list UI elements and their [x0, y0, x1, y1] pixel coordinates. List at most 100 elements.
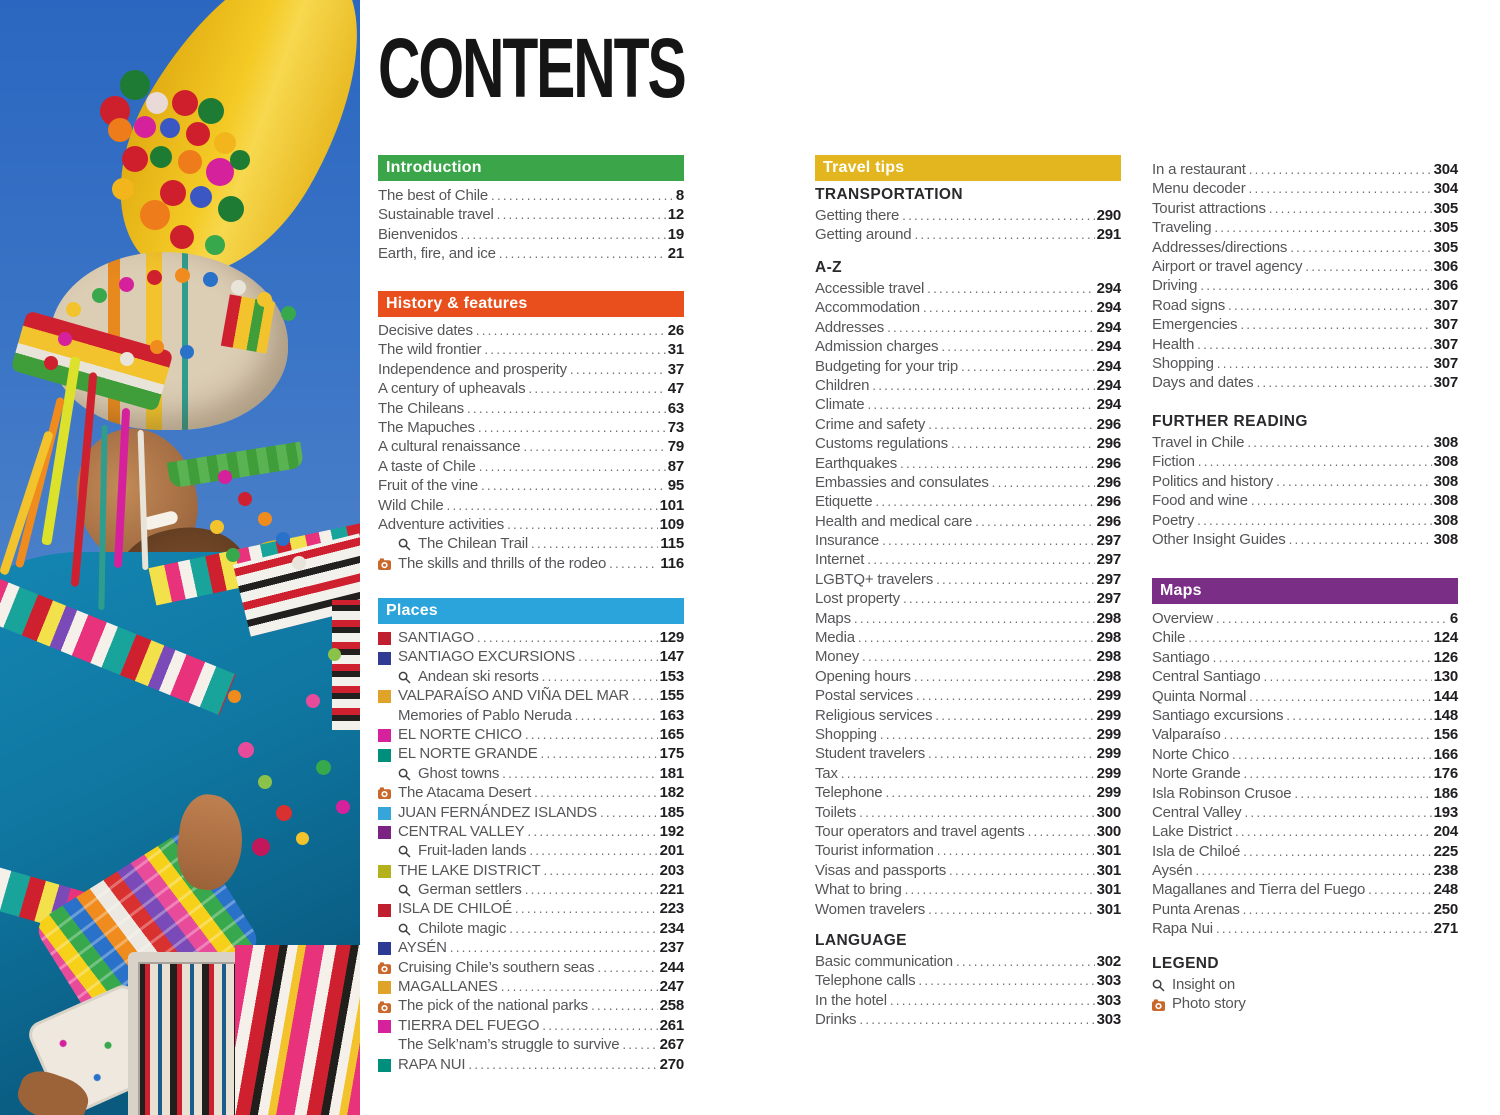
entry-label: Driving: [1152, 277, 1198, 295]
entry-label: The Atacama Desert: [398, 784, 532, 802]
toc-entry: Telephone calls 303: [815, 972, 1121, 991]
entry-label: Women travelers: [815, 900, 926, 918]
page-number: 302: [1096, 953, 1122, 970]
toc-entry: Telephone 299: [815, 784, 1121, 803]
toc-entry: Norte Chico 166: [1152, 746, 1458, 765]
page-number: 308: [1433, 530, 1459, 548]
entry-label: Postal services: [815, 687, 913, 705]
entry-label: Tourist attractions: [1152, 199, 1266, 217]
carnival-dancer-photo: [0, 0, 360, 1115]
toc-entry: Isla Robinson Crusoe 186: [1152, 785, 1458, 804]
toc-entry: Independence and prosperity 37: [378, 361, 684, 380]
entry-label: Road signs: [1152, 296, 1226, 314]
toc-entry: LGBTQ+ travelers 297: [815, 571, 1121, 590]
page-number: 294: [1096, 338, 1122, 356]
page-number: 163: [659, 706, 685, 724]
page-number: 296: [1096, 435, 1122, 453]
page-number: 153: [659, 667, 685, 685]
page-number: 250: [1433, 900, 1459, 918]
dot-leader: [528, 381, 665, 396]
toc-entry: Lake District 204: [1152, 823, 1458, 842]
entry-label: RAPA NUI: [398, 1055, 466, 1073]
page-number: 307: [1433, 354, 1459, 372]
entry-label: Quinta Normal: [1152, 687, 1247, 705]
language-entry-list: Basic communication 302 Telephone calls 303…: [815, 953, 1121, 1031]
toc-entry: Visas and passports 301: [815, 862, 1121, 881]
camera-icon: [378, 787, 391, 800]
entry-label: VALPARAÍSO AND VIÑA DEL MAR: [398, 687, 630, 705]
entry-label: The best of Chile: [378, 187, 488, 204]
dot-leader: [880, 727, 1095, 742]
toc-entry: Food and wine 308: [1152, 492, 1458, 511]
page-number: 12: [667, 206, 685, 224]
photo-bead-string: [336, 800, 350, 814]
toc-entry: The Chilean Trail 115: [378, 535, 684, 554]
chapter-color-swatch: [378, 942, 391, 956]
page-number: 247: [659, 978, 685, 996]
dot-leader: [1243, 902, 1432, 917]
toc-entry: Santiago excursions 148: [1152, 707, 1458, 726]
entry-label: Overview: [1152, 610, 1213, 627]
toc-entry: Punta Arenas 250: [1152, 901, 1458, 920]
toc-entry: A taste of Chile 87: [378, 458, 684, 477]
entry-label: Children: [815, 376, 870, 394]
page-number: 155: [659, 687, 685, 705]
toc-entry: EL NORTE CHICO 165: [378, 726, 684, 745]
entry-label: Emergencies: [1152, 316, 1238, 334]
page-number: 303: [1096, 1011, 1122, 1029]
dot-leader: [905, 882, 1095, 897]
page-number: 221: [659, 881, 685, 899]
dot-leader: [1195, 863, 1431, 878]
entry-label: German settlers: [418, 881, 522, 899]
entry-label: Climate: [815, 396, 865, 414]
dot-leader: [859, 1012, 1094, 1027]
photo-hanging-bead: [292, 556, 306, 570]
entry-label: Accommodation: [815, 299, 920, 317]
chapter-color-swatch: [378, 729, 391, 743]
dot-leader: [542, 1018, 657, 1033]
entry-label: Magallanes and Tierra del Fuego: [1152, 881, 1366, 899]
page-number: 300: [1096, 822, 1122, 840]
photo-garland-bead: [119, 277, 134, 292]
entry-label: Fiction: [1152, 453, 1195, 471]
dot-leader: [902, 208, 1094, 223]
entry-label: Basic communication: [815, 953, 953, 970]
chapter-color-swatch: [378, 981, 391, 995]
page-number: 298: [1096, 667, 1122, 685]
dot-leader: [875, 494, 1094, 509]
toc-entry: Earthquakes 296: [815, 455, 1121, 474]
chapter-color-swatch: [378, 806, 391, 820]
page-number: 19: [667, 225, 685, 243]
photo-pompom: [150, 146, 172, 168]
entry-label: Andean ski resorts: [418, 667, 539, 685]
entry-label: LGBTQ+ travelers: [815, 570, 934, 588]
toc-entry: Fruit-laden lands 201: [378, 842, 684, 861]
toc-entry: In the hotel 303: [815, 992, 1121, 1011]
entry-label: Independence and prosperity: [378, 360, 567, 378]
page-number: 225: [1433, 842, 1459, 860]
toc-entry: Health and medical care 296: [815, 513, 1121, 532]
toc-entry: Opening hours 298: [815, 668, 1121, 687]
dot-leader: [1228, 298, 1432, 313]
toc-entry: Andean ski resorts 153: [378, 668, 684, 687]
entry-label: The wild frontier: [378, 341, 482, 359]
chapter-color-swatch: [378, 748, 391, 762]
photo-bead-string: [276, 805, 292, 821]
toc-entry: Overview 6: [1152, 610, 1458, 629]
toc-entry: Ghost towns 181: [378, 765, 684, 784]
entry-label: Tour operators and travel agents: [815, 822, 1025, 840]
toc-entry: Tourist information 301: [815, 842, 1121, 861]
page-number: 37: [667, 360, 685, 378]
page-number: 73: [667, 418, 685, 436]
chapter-color-swatch: [378, 632, 391, 646]
photo-pompom: [205, 235, 225, 255]
page-number: 270: [659, 1055, 685, 1073]
photo-hanging-bead: [238, 492, 252, 506]
toc-entry: Shopping 307: [1152, 355, 1458, 374]
toc-entry: The pick of the national parks 258: [378, 997, 684, 1016]
page-number: 297: [1096, 551, 1122, 569]
page-number: 79: [667, 438, 685, 456]
entry-label: The pick of the national parks: [398, 997, 588, 1015]
dot-leader: [1232, 747, 1432, 762]
